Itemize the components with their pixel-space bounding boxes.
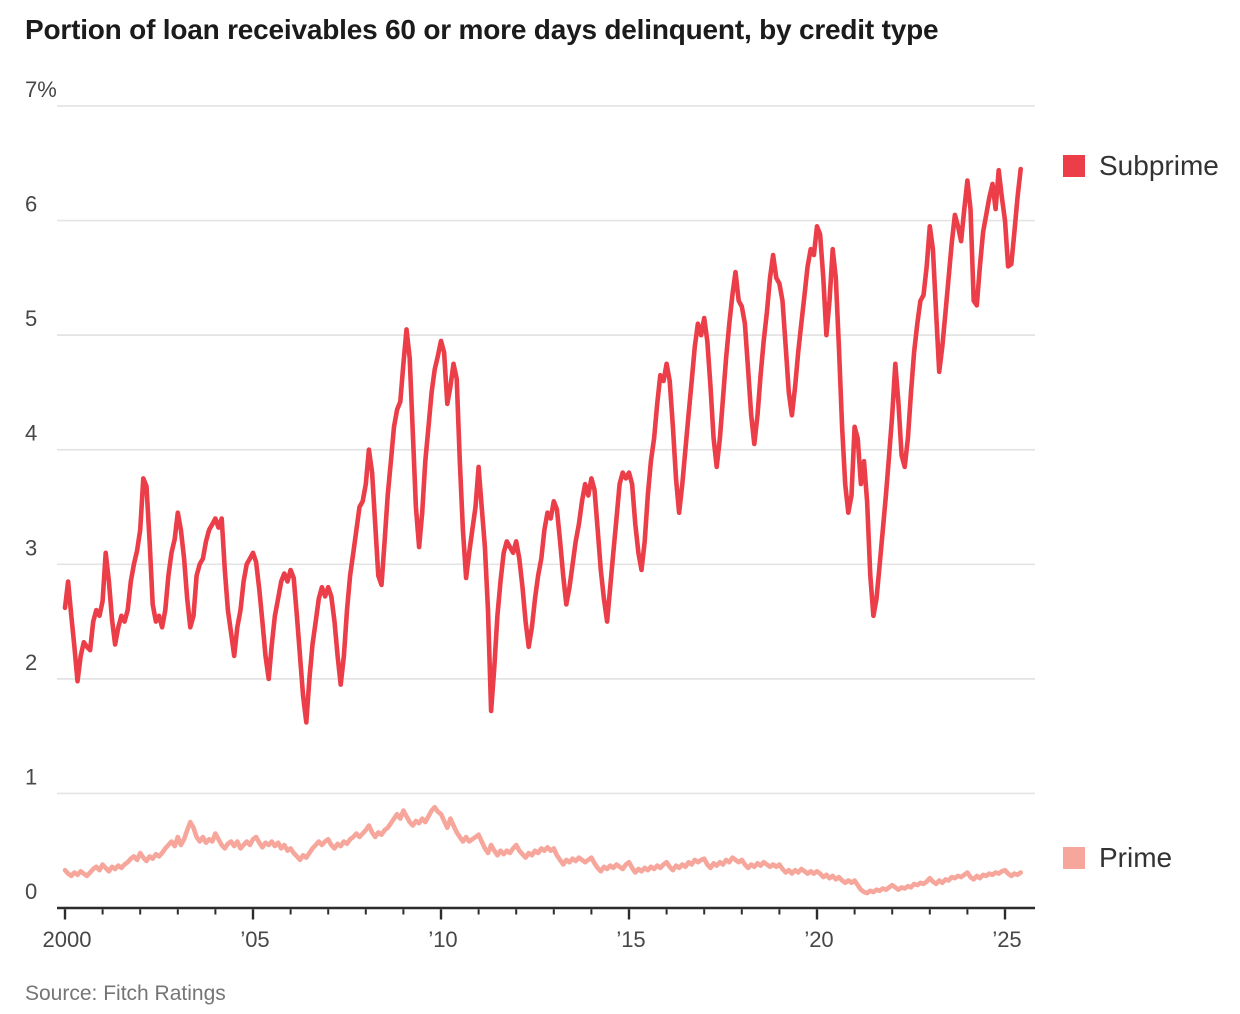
source-note: Source: Fitch Ratings bbox=[25, 982, 226, 1005]
legend-label-prime: Prime bbox=[1099, 842, 1173, 873]
x-tick-label-2005: ’05 bbox=[240, 927, 269, 952]
x-tick-label-2000: 2000 bbox=[43, 927, 92, 952]
subprime-swatch-icon bbox=[1063, 155, 1085, 177]
y-tick-label-7: 7% bbox=[25, 77, 57, 102]
x-tick-label-2010: ’10 bbox=[428, 927, 457, 952]
y-tick-label-6: 6 bbox=[25, 192, 37, 217]
y-tick-label-0: 0 bbox=[25, 879, 37, 904]
series-line-subprime bbox=[62, 166, 1023, 725]
legend-item-subprime: Subprime bbox=[1063, 152, 1219, 180]
x-tick-label-2015: ’15 bbox=[616, 927, 645, 952]
y-tick-label-4: 4 bbox=[25, 421, 37, 446]
y-tick-label-2: 2 bbox=[25, 650, 37, 675]
x-tick-label-2020: ’20 bbox=[804, 927, 833, 952]
chart-title: Portion of loan receivables 60 or more d… bbox=[25, 14, 939, 45]
series-line-prime bbox=[62, 804, 1023, 896]
y-tick-label-3: 3 bbox=[25, 535, 37, 560]
legend-label-subprime: Subprime bbox=[1099, 150, 1219, 181]
prime-swatch-icon bbox=[1063, 847, 1085, 869]
legend-item-prime: Prime bbox=[1063, 844, 1172, 872]
y-tick-label-1: 1 bbox=[25, 764, 37, 789]
x-tick-label-2025: ’25 bbox=[992, 927, 1021, 952]
y-tick-label-5: 5 bbox=[25, 306, 37, 331]
